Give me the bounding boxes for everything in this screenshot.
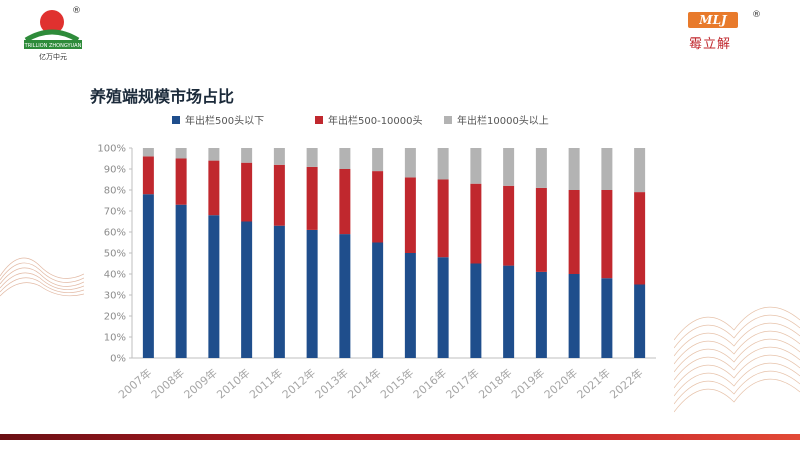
legend-swatch-2 [315, 116, 323, 124]
x-tick-label: 2008年 [148, 366, 187, 402]
legend-label-2: 年出栏500-10000头 [328, 114, 423, 127]
y-tick-label: 0% [110, 354, 126, 365]
bar-segment-2 [372, 171, 384, 243]
bar-segment-3 [175, 148, 187, 159]
y-tick-label: 20% [104, 312, 126, 323]
bar-segment-3 [535, 148, 547, 188]
bar-segment-3 [372, 148, 384, 172]
bar-segment-1 [568, 274, 580, 358]
bar-segment-1 [601, 278, 613, 358]
x-tick-label: 2010年 [214, 366, 253, 402]
x-tick-label: 2007年 [115, 366, 154, 402]
decorative-mountain-left [0, 257, 84, 297]
chart-container: 养殖端规模市场占比年出栏500头以下 年出栏500-10000头 年出栏10000头… [90, 82, 670, 422]
bar-segment-1 [306, 229, 318, 358]
bar-segment-3 [208, 148, 220, 161]
y-tick-label: 90% [104, 165, 126, 176]
bar-segment-2 [241, 162, 253, 222]
bar-segment-1 [437, 257, 449, 358]
bar-segment-2 [306, 166, 318, 230]
y-tick-label: 30% [104, 291, 126, 302]
company-logo-right: MLJ [688, 12, 738, 28]
bar-segment-1 [470, 263, 482, 358]
company-logo-left: TRILLION ZHONGYUAN 亿万中元 [24, 10, 82, 61]
logo-right-text: 霉立解 [689, 37, 732, 52]
bar-segment-1 [634, 284, 646, 358]
bar-segment-3 [306, 148, 318, 167]
bar-segment-1 [175, 204, 187, 358]
x-tick-label: 2012年 [279, 366, 318, 402]
decorative-mountain-right [674, 306, 800, 413]
bar-segment-1 [404, 253, 416, 358]
y-tick-label: 80% [104, 186, 126, 197]
registered-mark-left: ® [72, 6, 81, 16]
bar-segment-3 [601, 148, 613, 190]
bar-segment-2 [470, 183, 482, 264]
x-tick-label: 2016年 [410, 366, 449, 402]
x-tick-label: 2018年 [476, 366, 515, 402]
bottom-accent-bar [0, 434, 800, 440]
bar-segment-3 [339, 148, 351, 169]
bar-segment-1 [372, 242, 384, 358]
bar-segment-2 [339, 169, 351, 235]
x-tick-label: 2020年 [541, 366, 580, 402]
bar-segment-1 [142, 194, 154, 358]
y-tick-label: 100% [97, 144, 126, 155]
y-tick-label: 70% [104, 207, 126, 218]
chart-title: 养殖端规模市场占比 [90, 87, 234, 106]
y-tick-label: 50% [104, 249, 126, 260]
logo-left-brand-text: TRILLION ZHONGYUAN [24, 43, 82, 49]
bar-segment-3 [437, 148, 449, 180]
bar-segment-2 [535, 187, 547, 272]
bar-segment-3 [142, 148, 154, 157]
bar-segment-3 [273, 148, 285, 165]
bar-segment-2 [273, 164, 285, 226]
y-tick-label: 10% [104, 333, 126, 344]
bar-segment-2 [175, 158, 187, 205]
bar-segment-1 [241, 221, 253, 358]
bar-segment-2 [503, 185, 515, 266]
legend-label-1: 年出栏500头以下 [185, 114, 264, 127]
logo-right-mark: MLJ [698, 13, 728, 27]
bar-segment-1 [535, 271, 547, 358]
registered-mark-right: ® [752, 10, 761, 20]
x-tick-label: 2011年 [246, 366, 285, 402]
bar-segment-2 [634, 192, 646, 285]
y-tick-label: 40% [104, 270, 126, 281]
bar-segment-2 [208, 160, 220, 216]
bar-segment-2 [404, 177, 416, 253]
bar-segment-3 [470, 148, 482, 184]
legend-label-3: 年出栏10000头以上 [457, 114, 549, 127]
y-tick-label: 60% [104, 228, 126, 239]
x-tick-label: 2014年 [345, 366, 384, 402]
bar-segment-2 [601, 190, 613, 279]
bar-segment-3 [634, 148, 646, 193]
bar-segment-3 [503, 148, 515, 186]
x-tick-label: 2009年 [181, 366, 220, 402]
legend-swatch-1 [172, 116, 180, 124]
bar-segment-2 [437, 179, 449, 258]
bar-segment-3 [404, 148, 416, 178]
bar-segment-1 [503, 265, 515, 358]
x-tick-label: 2013年 [312, 366, 351, 402]
bar-segment-3 [568, 148, 580, 190]
x-tick-label: 2021年 [574, 366, 613, 402]
logo-left-caption: 亿万中元 [39, 52, 67, 61]
bar-segment-2 [568, 190, 580, 274]
bar-segment-1 [208, 215, 220, 358]
bar-segment-1 [339, 234, 351, 358]
x-tick-label: 2019年 [508, 366, 547, 402]
bar-segment-3 [241, 148, 253, 163]
bar-segment-2 [142, 156, 154, 195]
x-tick-label: 2022年 [607, 366, 646, 402]
red-sun-icon [40, 10, 64, 34]
legend-swatch-3 [444, 116, 452, 124]
x-tick-label: 2017年 [443, 366, 482, 402]
bar-segment-1 [273, 225, 285, 358]
x-tick-label: 2015年 [377, 366, 416, 402]
